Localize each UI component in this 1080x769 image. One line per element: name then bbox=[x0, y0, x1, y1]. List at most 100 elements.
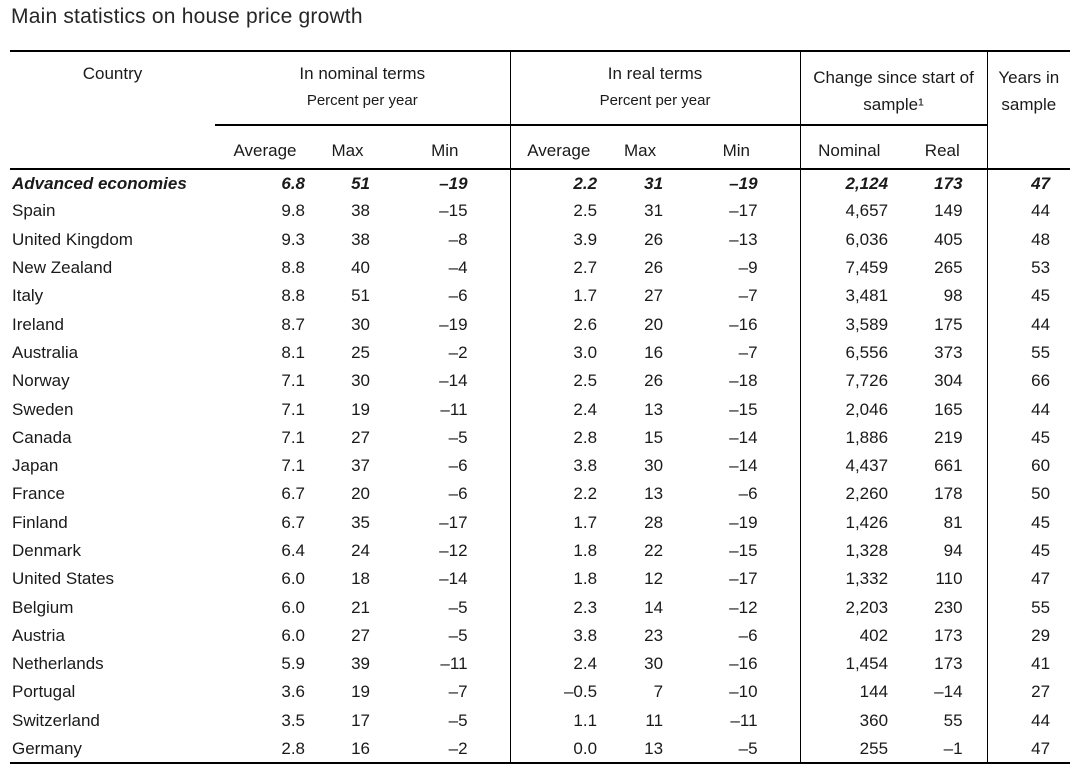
value-cell: 18 bbox=[351, 569, 370, 589]
value-cell: 94 bbox=[898, 536, 988, 566]
value-cell: 360 bbox=[859, 710, 889, 730]
value-cell: –0.5 bbox=[563, 682, 598, 702]
country-cell: Finland bbox=[12, 512, 68, 532]
value-cell: –16 bbox=[673, 310, 801, 339]
table-row: Italy 8.8 51 –6 1.7 27 –7 3,481 98 45 bbox=[10, 282, 1070, 311]
value-cell: –12 bbox=[673, 593, 801, 622]
value-cell: 2,124 bbox=[845, 173, 889, 193]
col-header-real-min: Min bbox=[673, 125, 801, 170]
value-cell: 27 bbox=[351, 427, 370, 447]
value-cell: 50 bbox=[1031, 484, 1051, 504]
value-cell: 2.6 bbox=[573, 314, 598, 334]
house-price-stats-table: Country In nominal terms Percent per yea… bbox=[10, 50, 1071, 765]
value-cell: 26 bbox=[644, 229, 664, 249]
value-cell: 8.1 bbox=[281, 342, 305, 362]
value-cell: 30 bbox=[351, 371, 370, 391]
value-cell: 51 bbox=[351, 173, 370, 193]
country-cell: Advanced economies bbox=[12, 173, 187, 193]
value-cell: 2.5 bbox=[573, 201, 598, 221]
value-cell: 1.1 bbox=[573, 710, 598, 730]
table-row: Spain 9.8 38 –15 2.5 31 –17 4,657 149 44 bbox=[10, 197, 1070, 226]
country-cell: Denmark bbox=[12, 541, 81, 560]
value-cell: 4,657 bbox=[845, 201, 889, 221]
value-cell: 12 bbox=[644, 569, 664, 589]
table-row: Denmark 6.4 24 –12 1.8 22 –15 1,328 94 45 bbox=[10, 536, 1070, 566]
value-cell: 53 bbox=[1031, 258, 1051, 278]
value-cell: 27 bbox=[1031, 682, 1051, 702]
value-cell: 13 bbox=[644, 484, 664, 504]
value-cell: 66 bbox=[1031, 371, 1051, 391]
table-row: Japan 7.1 37 –6 3.8 30 –14 4,437 661 60 bbox=[10, 451, 1070, 481]
value-cell: –17 bbox=[673, 197, 801, 226]
value-cell: 22 bbox=[644, 541, 664, 560]
value-cell: –9 bbox=[673, 253, 801, 283]
value-cell: –19 bbox=[673, 508, 801, 537]
value-cell: 3.8 bbox=[573, 625, 598, 645]
value-cell: –14 bbox=[898, 678, 988, 707]
value-cell: 8.8 bbox=[281, 286, 305, 306]
value-cell: 219 bbox=[898, 423, 988, 452]
value-cell: 3,589 bbox=[845, 314, 889, 334]
value-cell: 47 bbox=[1031, 569, 1051, 589]
country-cell: Australia bbox=[12, 342, 79, 362]
value-cell: 44 bbox=[1031, 399, 1051, 419]
value-cell: 39 bbox=[351, 654, 370, 674]
value-cell: 1.7 bbox=[573, 512, 598, 532]
value-cell: 149 bbox=[898, 197, 988, 226]
country-cell: Ireland bbox=[12, 314, 64, 334]
value-cell: 7.1 bbox=[281, 399, 305, 419]
value-cell: 45 bbox=[1031, 541, 1051, 560]
country-cell: Canada bbox=[12, 427, 72, 447]
value-cell: 26 bbox=[644, 371, 664, 391]
table-row: Belgium 6.0 21 –5 2.3 14 –12 2,203 230 55 bbox=[10, 593, 1070, 622]
table-row: Ireland 8.7 30 –19 2.6 20 –16 3,589 175 44 bbox=[10, 310, 1070, 339]
country-cell: Belgium bbox=[12, 597, 74, 617]
value-cell: 8.7 bbox=[281, 314, 305, 334]
value-cell: 38 bbox=[351, 201, 370, 221]
value-cell: 4,437 bbox=[845, 456, 889, 476]
value-cell: 40 bbox=[351, 258, 370, 278]
value-cell: 2.5 bbox=[573, 371, 598, 391]
page-title: Main statistics on house price growth bbox=[11, 5, 363, 28]
value-cell: 60 bbox=[1031, 456, 1051, 476]
value-cell: 2.4 bbox=[573, 654, 598, 674]
value-cell: 26 bbox=[644, 258, 664, 278]
value-cell: –19 bbox=[673, 169, 801, 198]
value-cell: –1 bbox=[898, 734, 988, 764]
value-cell: 20 bbox=[351, 484, 370, 504]
value-cell: –4 bbox=[380, 253, 511, 283]
col-group-nominal: In nominal terms Percent per year bbox=[215, 51, 511, 126]
value-cell: 45 bbox=[1031, 512, 1051, 532]
value-cell: 1,332 bbox=[845, 569, 889, 589]
country-cell: Austria bbox=[12, 625, 65, 645]
col-header-years: Years in sample bbox=[987, 51, 1071, 170]
value-cell: 173 bbox=[898, 650, 988, 679]
value-cell: 2.8 bbox=[281, 738, 305, 758]
value-cell: 35 bbox=[351, 512, 370, 532]
value-cell: 1.7 bbox=[573, 286, 598, 306]
value-cell: 30 bbox=[351, 314, 370, 334]
country-cell: Germany bbox=[12, 738, 82, 758]
value-cell: 175 bbox=[898, 310, 988, 339]
value-cell: –14 bbox=[380, 565, 511, 594]
value-cell: –5 bbox=[380, 706, 511, 735]
value-cell: 13 bbox=[644, 399, 664, 419]
value-cell: 13 bbox=[644, 738, 664, 758]
table-row: United States 6.0 18 –14 1.8 12 –17 1,332 110 47 bbox=[10, 565, 1070, 594]
value-cell: 31 bbox=[644, 201, 664, 221]
value-cell: 7.1 bbox=[281, 371, 305, 391]
value-cell: 265 bbox=[898, 253, 988, 283]
value-cell: 1.8 bbox=[573, 541, 598, 560]
value-cell: –5 bbox=[673, 734, 801, 764]
value-cell: 8.8 bbox=[281, 258, 305, 278]
value-cell: 178 bbox=[898, 480, 988, 509]
value-cell: –14 bbox=[673, 423, 801, 452]
table-row: Netherlands 5.9 39 –11 2.4 30 –16 1,454 173 41 bbox=[10, 650, 1070, 679]
country-cell: Italy bbox=[12, 286, 44, 306]
value-cell: 45 bbox=[1031, 286, 1051, 306]
value-cell: 27 bbox=[644, 286, 664, 306]
table-row: Germany 2.8 16 –2 0.0 13 –5 255 –1 47 bbox=[10, 734, 1070, 764]
value-cell: 14 bbox=[644, 597, 664, 617]
value-cell: –11 bbox=[380, 395, 511, 424]
value-cell: 2,046 bbox=[845, 399, 889, 419]
